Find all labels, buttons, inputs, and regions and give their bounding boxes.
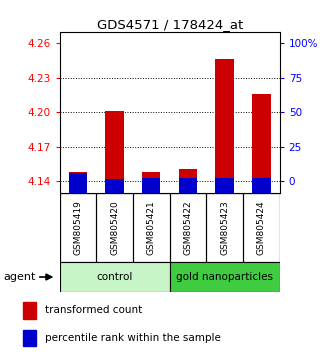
- Bar: [23, 330, 36, 346]
- Text: control: control: [96, 272, 133, 282]
- Text: GSM805421: GSM805421: [147, 200, 156, 255]
- Bar: [215, 178, 234, 193]
- Bar: [23, 302, 36, 319]
- Bar: [252, 178, 270, 193]
- Bar: [69, 172, 87, 193]
- Text: gold nanoparticles: gold nanoparticles: [176, 272, 273, 282]
- Text: GSM805420: GSM805420: [110, 200, 119, 255]
- Text: GSM805423: GSM805423: [220, 200, 229, 255]
- Title: GDS4571 / 178424_at: GDS4571 / 178424_at: [97, 18, 243, 31]
- Text: percentile rank within the sample: percentile rank within the sample: [45, 333, 221, 343]
- Text: GSM805419: GSM805419: [73, 200, 82, 255]
- Text: agent: agent: [3, 272, 36, 282]
- Bar: [142, 178, 161, 193]
- Bar: [169, 262, 280, 292]
- Bar: [106, 179, 124, 193]
- Bar: [215, 59, 234, 193]
- Bar: [60, 262, 169, 292]
- Bar: [106, 111, 124, 193]
- Bar: [142, 172, 161, 193]
- Bar: [69, 173, 87, 193]
- Text: GSM805424: GSM805424: [257, 200, 266, 255]
- Bar: [179, 169, 197, 193]
- Bar: [179, 178, 197, 193]
- Text: transformed count: transformed count: [45, 306, 142, 315]
- Bar: [252, 94, 270, 193]
- Text: GSM805422: GSM805422: [183, 200, 193, 255]
